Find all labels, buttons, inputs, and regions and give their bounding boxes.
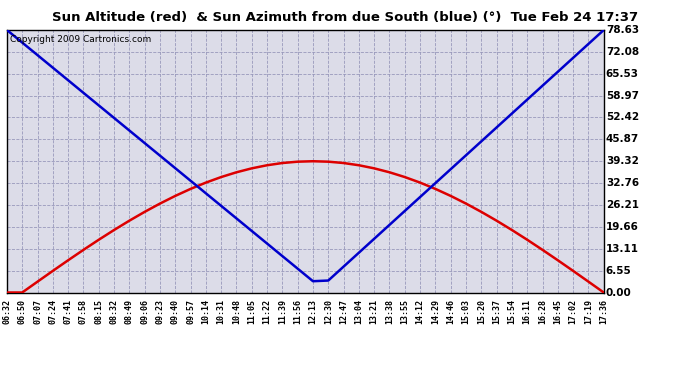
Text: 26.21: 26.21 [606, 200, 639, 210]
Text: 45.87: 45.87 [606, 134, 639, 144]
Text: 13.11: 13.11 [606, 244, 639, 254]
Text: Sun Altitude (red)  & Sun Azimuth from due South (blue) (°)  Tue Feb 24 17:37: Sun Altitude (red) & Sun Azimuth from du… [52, 11, 638, 24]
Text: 6.55: 6.55 [606, 266, 631, 276]
Text: 39.32: 39.32 [606, 156, 639, 166]
Text: 32.76: 32.76 [606, 178, 639, 188]
Text: 58.97: 58.97 [606, 91, 639, 101]
Text: 19.66: 19.66 [606, 222, 639, 232]
Text: 0.00: 0.00 [606, 288, 631, 297]
Text: 65.53: 65.53 [606, 69, 639, 79]
Text: Copyright 2009 Cartronics.com: Copyright 2009 Cartronics.com [10, 35, 151, 44]
Text: 72.08: 72.08 [606, 47, 639, 57]
Text: 78.63: 78.63 [606, 25, 639, 35]
Text: 52.42: 52.42 [606, 112, 639, 123]
